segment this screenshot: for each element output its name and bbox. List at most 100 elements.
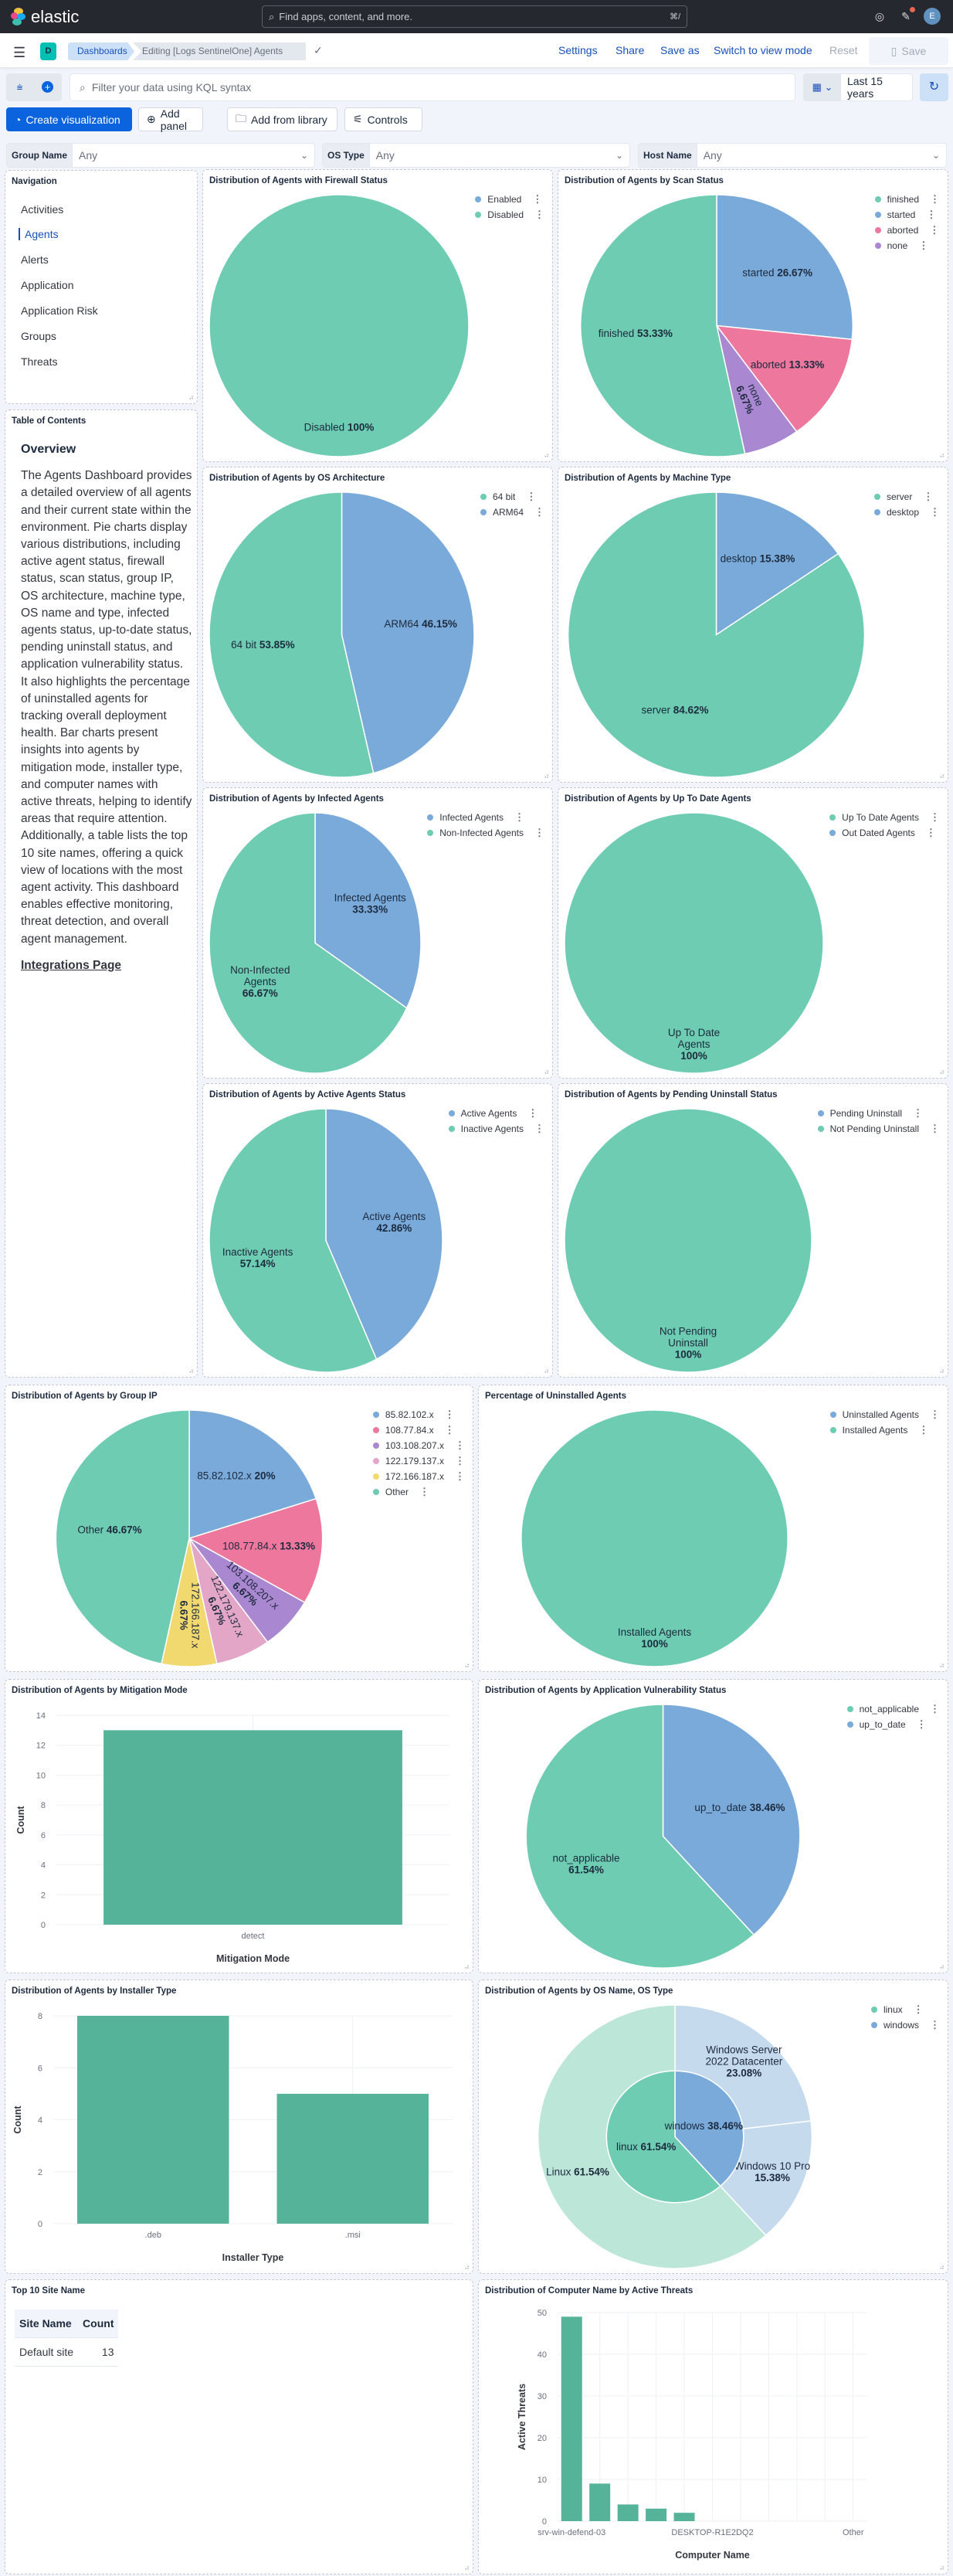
legend-actions-icon[interactable]: ⋮ [444,1424,455,1436]
control-host-name[interactable]: Host Name Any ⌄ [638,143,947,168]
resize-handle[interactable]: ⠴ [188,1367,194,1375]
user-avatar[interactable]: E [924,8,941,25]
resize-handle[interactable]: ⠴ [939,1661,945,1669]
pie-slice[interactable] [564,1108,812,1373]
legend-item[interactable]: 108.77.84.x ⋮ [372,1422,465,1438]
pie-slice[interactable] [521,1409,789,1667]
pie-slice[interactable] [674,2070,744,2187]
pie-slice[interactable] [716,194,853,341]
settings-link[interactable]: Settings [558,44,598,56]
legend-item[interactable]: Up To Date Agents ⋮ [829,810,940,825]
legend-item[interactable]: aborted ⋮ [874,223,940,238]
legend-actions-icon[interactable]: ⋮ [419,1486,429,1497]
pie-slice[interactable] [564,812,824,1074]
legend-actions-icon[interactable]: ⋮ [918,1424,929,1436]
legend-item[interactable]: 122.179.137.x ⋮ [372,1453,465,1469]
pie-slice[interactable] [605,2070,721,2204]
control-value[interactable]: Any [375,149,395,161]
bar[interactable] [103,1730,402,1925]
resize-handle[interactable]: ⠴ [464,2263,470,2271]
pie-slice[interactable] [188,1409,317,1540]
switch-to-view-mode-link[interactable]: Switch to view mode [714,44,812,56]
resize-handle[interactable]: ⠴ [544,1367,549,1375]
calendar-icon[interactable]: ▦ ⌄ [804,74,841,100]
control-os-type[interactable]: OS Type Any ⌄ [322,143,630,168]
legend-item[interactable]: Not Pending Uninstall ⋮ [817,1121,940,1137]
legend-item[interactable]: Inactive Agents ⋮ [448,1121,544,1137]
pie-slice[interactable] [188,1497,324,1603]
legend-actions-icon[interactable]: ⋮ [514,811,524,823]
legend-item[interactable]: not_applicable ⋮ [846,1701,940,1717]
column-header-count[interactable]: Count [78,2309,119,2338]
breadcrumb-dashboards[interactable]: Dashboards [68,42,134,60]
nav-item-threats[interactable]: Threats [21,355,58,368]
nav-item-application-risk[interactable]: Application Risk [21,304,98,317]
resize-handle[interactable]: ⠴ [939,1068,945,1076]
legend-item[interactable]: Active Agents ⋮ [448,1106,544,1121]
legend-actions-icon[interactable]: ⋮ [930,193,940,205]
space-avatar[interactable]: D [40,42,56,60]
pie-slice[interactable] [715,491,839,636]
add-filter-icon[interactable]: + [42,81,53,93]
resize-handle[interactable]: ⠴ [939,772,945,780]
legend-actions-icon[interactable]: ⋮ [925,827,936,838]
resize-handle[interactable]: ⠴ [544,451,549,459]
chevron-down-icon[interactable]: ⌄ [931,150,940,161]
legend-item[interactable]: Installed Agents ⋮ [829,1422,940,1438]
nav-item-groups[interactable]: Groups [21,330,56,342]
legend-actions-icon[interactable]: ⋮ [930,506,940,518]
legend-actions-icon[interactable]: ⋮ [455,1470,465,1482]
resize-handle[interactable]: ⠴ [544,1068,549,1076]
share-link[interactable]: Share [616,44,645,56]
resize-handle[interactable]: ⠴ [464,1661,470,1669]
bar[interactable] [77,2016,229,2224]
pie-slice[interactable] [209,812,408,1074]
legend-actions-icon[interactable]: ⋮ [534,506,544,518]
legend-actions-icon[interactable]: ⋮ [444,1409,455,1420]
control-group-name[interactable]: Group Name Any ⌄ [6,143,315,168]
legend-actions-icon[interactable]: ⋮ [527,1107,538,1119]
legend-item[interactable]: 64 bit ⋮ [480,489,544,505]
kql-query-input[interactable]: ⌕ Filter your data using KQL syntax [70,73,795,101]
controls-button[interactable]: ⚟ Controls [344,107,422,131]
legend-actions-icon[interactable]: ⋮ [534,1123,544,1134]
bar[interactable] [646,2508,667,2521]
legend-item[interactable]: finished ⋮ [874,192,940,207]
resize-handle[interactable]: ⠴ [939,2564,945,2571]
legend-actions-icon[interactable]: ⋮ [930,1123,940,1134]
legend-actions-icon[interactable]: ⋮ [532,193,543,205]
legend-actions-icon[interactable]: ⋮ [930,1409,940,1420]
legend-item[interactable]: 85.82.102.x ⋮ [372,1407,465,1422]
pie-slice[interactable] [314,812,422,1009]
help-icon[interactable]: ◎ [874,10,885,22]
global-search-input[interactable]: ⌕ Find apps, content, and more. ⌘/ [262,5,687,28]
pie-slice[interactable] [580,194,746,457]
resize-handle[interactable]: ⠴ [939,1963,945,1970]
bar[interactable] [673,2513,695,2521]
legend-actions-icon[interactable]: ⋮ [455,1439,465,1451]
nav-item-activities[interactable]: Activities [21,203,64,216]
legend-actions-icon[interactable]: ⋮ [923,491,934,502]
pie-slice[interactable] [715,325,853,433]
legend-actions-icon[interactable]: ⋮ [930,811,940,823]
legend-actions-icon[interactable]: ⋮ [913,1107,923,1119]
legend-actions-icon[interactable]: ⋮ [916,1718,927,1730]
legend-actions-icon[interactable]: ⋮ [534,209,544,220]
pie-slice[interactable] [525,1704,755,1969]
pie-slice[interactable] [567,491,866,778]
add-panel-button[interactable]: ⊕ Add panel [138,107,203,132]
legend-item[interactable]: started ⋮ [874,207,940,223]
save-button[interactable]: ▯ Save [869,37,948,65]
legend-actions-icon[interactable]: ⋮ [526,491,537,502]
legend-actions-icon[interactable]: ⋮ [929,224,940,236]
legend-item[interactable]: windows ⋮ [870,2017,940,2033]
column-header-site-name[interactable]: Site Name [15,2309,79,2338]
check-icon[interactable]: ✓ [314,44,323,56]
chevron-down-icon[interactable]: ⌄ [300,150,308,161]
legend-item[interactable]: desktop ⋮ [873,505,940,520]
legend-actions-icon[interactable]: ⋮ [918,240,929,251]
pie-slice[interactable] [209,194,470,457]
menu-icon[interactable]: ☰ [13,45,26,60]
bar[interactable] [276,2093,429,2224]
pie-slice[interactable] [325,1108,443,1361]
